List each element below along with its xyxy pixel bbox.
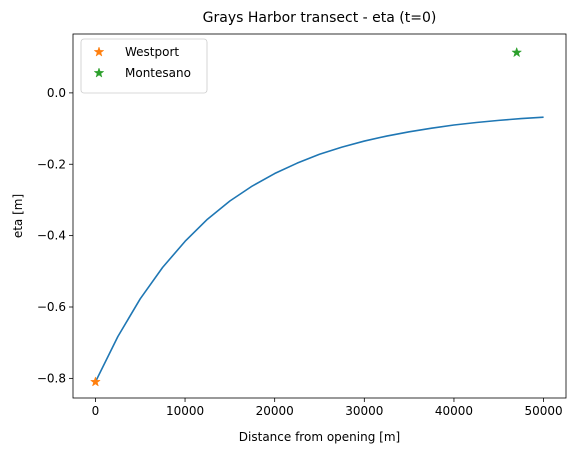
- westport-point: [89, 376, 101, 387]
- legend-label-montesano: Montesano: [125, 66, 191, 80]
- ticks: 0 10000 20000 30000 40000 50000 −0.8 −0.6 −0.4 −0…: [37, 86, 563, 418]
- data-layer: [89, 46, 544, 387]
- x-tick-label: 20000: [256, 404, 294, 418]
- y-tick-label: −0.6: [37, 300, 66, 314]
- x-tick-label: 30000: [345, 404, 383, 418]
- x-axis-label: Distance from opening [m]: [239, 430, 400, 444]
- legend: Westport Montesano: [80, 38, 208, 94]
- y-tick-label: −0.4: [37, 229, 66, 243]
- montesano-point: [511, 46, 523, 58]
- plot-area: [72, 33, 567, 399]
- y-axis-label: eta [m]: [11, 194, 25, 238]
- legend-marker-westport: [93, 46, 105, 57]
- y-tick-label: −0.8: [37, 371, 66, 385]
- x-tick-label: 40000: [435, 404, 473, 418]
- x-tick-label: 50000: [524, 404, 562, 418]
- x-tick-label: 0: [92, 404, 100, 418]
- legend-marker-montesano: [93, 67, 105, 78]
- x-tick-label: 10000: [166, 404, 204, 418]
- chart-title: Grays Harbor transect - eta (t=0): [203, 10, 437, 26]
- legend-label-westport: Westport: [125, 45, 179, 59]
- legend-box: [80, 38, 208, 94]
- y-tick-label: −0.2: [37, 157, 66, 171]
- eta-series-line: [94, 116, 544, 383]
- plot-border: [72, 33, 567, 399]
- y-tick-label: 0.0: [47, 86, 66, 100]
